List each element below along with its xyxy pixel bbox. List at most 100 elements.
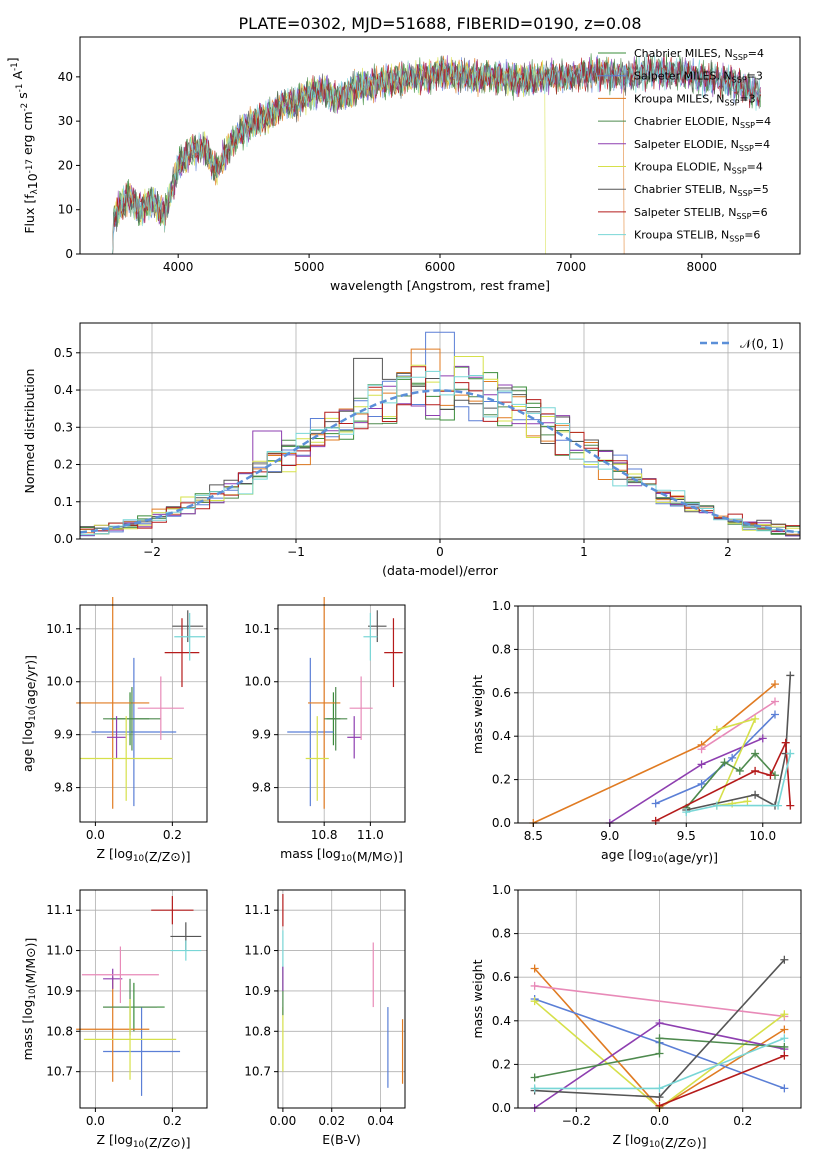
histogram-salpeter-miles [80, 331, 800, 537]
x-tick-label: 0.02 [318, 1114, 345, 1128]
x-axis-label: Z [log10(Z/Z⊙)] [96, 846, 190, 864]
marker [712, 801, 721, 810]
y-tick-label: 11.1 [46, 903, 73, 917]
marker [743, 797, 752, 806]
age-vs-mass-panel: 10.8 11.0 9.8 9.9 10.0 10.1 mass [log10(M/M⊙)] [244, 597, 406, 864]
axes: 0.0 0.2 9.8 9.9 10.0 10.1 Z [log10(Z/Z⊙)] age [… [20, 604, 208, 864]
age-vs-metallicity-panel: 0.0 0.2 9.8 9.9 10.0 10.1 Z [log10(Z/Z⊙)] age [… [20, 597, 208, 864]
weight-line-pink [697, 697, 779, 754]
y-axis-label: mass weight [470, 959, 485, 1038]
legend-label-salpeter-miles: Salpeter MILES, NSSP=3 [634, 70, 763, 85]
y-tick-label: 9.9 [54, 728, 73, 742]
plot-area [529, 671, 795, 827]
plot-area [112, 53, 761, 255]
weight-line-kroupa-stelib [682, 749, 795, 817]
errorbar-salpeter-stelib [151, 896, 194, 925]
x-tick-label: 8.5 [524, 829, 543, 843]
spectrum-line-salpeter-stelib [112, 53, 761, 255]
y-tick-label: 0.8 [492, 927, 511, 941]
y-tick-label: 10.1 [244, 622, 271, 636]
plot-area [282, 894, 404, 1088]
histogram-salpeter-stelib [80, 366, 800, 532]
line [534, 1037, 785, 1079]
errorbar-pink [81, 946, 159, 1004]
x-tick-label: 9.0 [600, 829, 619, 843]
errorbar-kroupa-stelib [170, 940, 202, 961]
x-tick-label: 10.8 [311, 828, 338, 842]
x-tick-label: 0.0 [86, 828, 105, 842]
axes: 0.0 0.2 10.7 10.8 10.9 11.0 11.1 Z [log10(Z/Z⊙)… [20, 889, 208, 1150]
y-tick-label: 11.0 [244, 944, 271, 958]
marker [780, 1034, 789, 1043]
grid [518, 889, 801, 1109]
x-tick-label: 0.00 [270, 1114, 297, 1128]
marker [655, 1049, 664, 1058]
figure-title: PLATE=0302, MJD=51688, FIBERID=0190, z=0… [238, 14, 641, 33]
marker [751, 749, 760, 758]
weight-line-chabrier-elodie [530, 1034, 789, 1082]
errorbar-salpeter-stelib [164, 618, 200, 688]
marker [780, 1051, 789, 1060]
legend-label-kroupa-stelib: Kroupa STELIB, NSSP=6 [634, 229, 760, 244]
y-axis-label: Flux [fλ10-17 erg cm-2 s-1 A-1] [5, 57, 40, 233]
axes: 10.8 11.0 9.8 9.9 10.0 10.1 mass [log10(M/M⊙)] [244, 604, 406, 864]
marker [751, 790, 760, 799]
marker [651, 799, 660, 808]
y-tick-label: 0.0 [54, 532, 73, 546]
y-tick-label: 0.5 [54, 346, 73, 360]
y-tick-label: 10 [58, 203, 73, 217]
y-tick-label: 10.7 [46, 1065, 73, 1079]
marker [770, 710, 779, 719]
errorbar-salpeter-miles [103, 1007, 181, 1096]
x-tick-label: 0.0 [86, 1114, 105, 1128]
axes: −2 −1 0 1 2 0.0 0.1 0.2 0.3 0.4 0.5 (data-model)/er… [22, 322, 801, 578]
y-tick-label: 0.8 [492, 642, 511, 656]
x-tick-label: −1 [287, 545, 305, 559]
axes-frame [517, 605, 802, 824]
y-tick-label: 10.8 [244, 1024, 271, 1038]
y-tick-label: 9.8 [54, 781, 73, 795]
y-tick-label: 40 [58, 70, 73, 84]
legend-label-salpeter-stelib: Salpeter STELIB, NSSP=6 [634, 206, 768, 221]
marker [781, 738, 790, 747]
marker [530, 981, 539, 990]
x-tick-label: 5000 [294, 260, 325, 274]
x-tick-label: 4000 [163, 260, 194, 274]
line [659, 1054, 785, 1107]
grid [80, 605, 207, 822]
y-tick-label: 0.2 [492, 1057, 511, 1071]
errorbar-salpeter-miles [91, 657, 177, 807]
legend-label-chabrier-elodie: Chabrier ELODIE, NSSP=4 [634, 115, 771, 130]
errorbar-kroupa-elodie [305, 716, 329, 801]
y-tick-label: 10.7 [244, 1065, 271, 1079]
axes-frame [79, 889, 208, 1109]
grid [278, 605, 405, 822]
y-tick-label: 0 [65, 247, 73, 261]
x-axis-label: E(B-V) [322, 1132, 361, 1147]
x-tick-label: 8000 [687, 260, 718, 274]
grid [80, 890, 207, 1108]
y-tick-label: 10.9 [46, 984, 73, 998]
x-tick-label: 1 [580, 545, 588, 559]
plot-area [287, 597, 403, 809]
x-tick-label: 7000 [556, 260, 587, 274]
x-tick-label: 0.04 [367, 1114, 394, 1128]
x-tick-label: 0.2 [733, 1114, 752, 1128]
legend-label-salpeter-elodie: Salpeter ELODIE, NSSP=4 [634, 138, 770, 153]
weight-line-kroupa-stelib [530, 1034, 789, 1093]
marker [766, 771, 775, 780]
marker [655, 1084, 664, 1093]
marker [530, 1073, 539, 1082]
x-tick-label: 10.0 [749, 829, 776, 843]
marker [682, 808, 691, 817]
mass-vs-ebv-panel: 0.00 0.02 0.04 10.7 10.8 10.9 11.0 11.1 E(B-V) [244, 889, 406, 1147]
axes-frame [277, 604, 406, 823]
line [701, 700, 776, 750]
weight-vs-age-panel: 8.5 9.0 9.5 10.0 0.0 0.2 0.4 0.6 0.8 1.0 age [log1… [470, 599, 802, 865]
legend-label-kroupa-miles: Kroupa MILES, NSSP=3 [634, 92, 756, 107]
marker [530, 1084, 539, 1093]
x-tick-label: −0.2 [562, 1114, 591, 1128]
marker [712, 725, 721, 734]
axes-frame [79, 604, 208, 823]
